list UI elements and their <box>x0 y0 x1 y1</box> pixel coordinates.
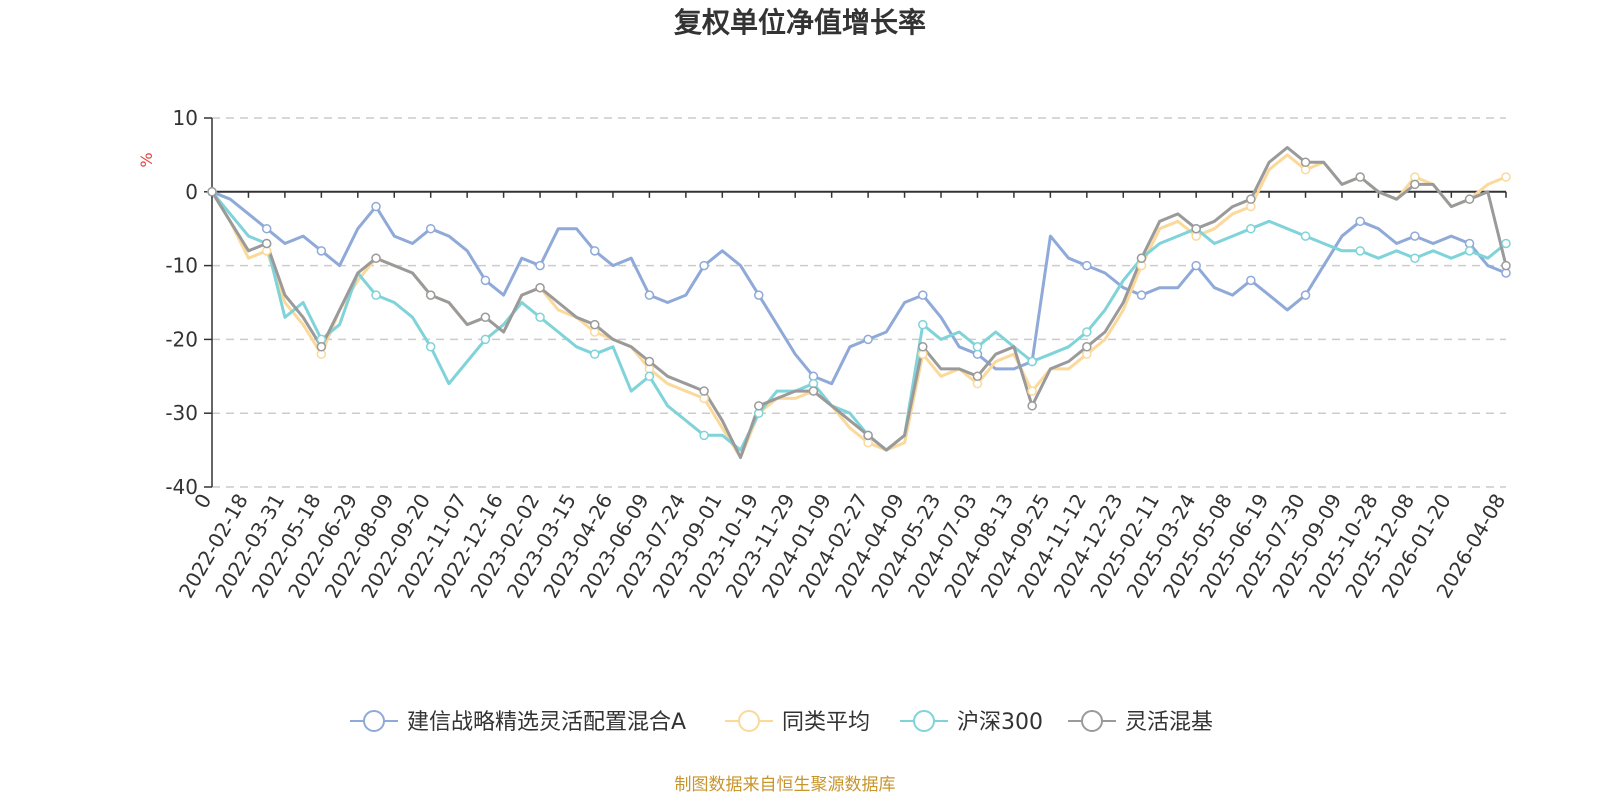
series-markers <box>207 157 1511 448</box>
data-point <box>371 253 381 263</box>
data-point <box>425 223 436 234</box>
y-tick-label: -40 <box>165 475 198 499</box>
data-point <box>589 349 600 359</box>
data-point <box>1355 246 1365 256</box>
legend-label: 同类平均 <box>782 710 870 735</box>
data-point <box>918 319 928 330</box>
y-axis-unit-label: % <box>137 152 156 167</box>
data-point <box>261 238 272 249</box>
data-point <box>1027 356 1037 367</box>
data-point <box>972 371 983 382</box>
data-point <box>1464 246 1475 256</box>
data-point <box>1464 194 1475 204</box>
data-point <box>863 430 873 441</box>
data-point <box>1410 253 1420 263</box>
data-point <box>1501 172 1511 182</box>
data-point <box>1136 290 1147 300</box>
data-point <box>1191 223 1201 234</box>
legend-marker <box>913 710 935 732</box>
data-point <box>207 187 217 197</box>
y-tick-label: -20 <box>165 327 198 351</box>
data-point <box>1355 216 1365 227</box>
data-point <box>808 386 819 396</box>
data-point <box>699 260 709 271</box>
data-point <box>1300 231 1311 241</box>
data-point <box>972 342 983 352</box>
data-point <box>754 401 764 411</box>
data-point <box>1082 342 1092 352</box>
data-point <box>754 290 764 300</box>
data-point <box>589 319 600 330</box>
data-point <box>1027 386 1037 396</box>
data-point <box>371 201 381 212</box>
data-point <box>918 342 928 352</box>
y-tick-label: 10 <box>173 106 198 130</box>
legend-label: 建信战略精选灵活配置混合A <box>407 710 686 735</box>
data-point <box>1246 275 1256 286</box>
data-point <box>1501 238 1511 249</box>
data-point <box>1501 260 1511 271</box>
grid-lines <box>212 117 1506 488</box>
data-source-note: 制图数据来自恒生聚源数据库 <box>675 775 896 795</box>
y-tick-label: 0 <box>185 180 198 204</box>
legend-marker <box>363 710 385 732</box>
data-point <box>480 275 491 286</box>
data-point <box>699 386 709 396</box>
axes: 100-10-20-30-4002022-02-182022-03-312022… <box>165 106 1510 602</box>
legend-label: 灵活混基 <box>1125 710 1213 735</box>
data-point <box>1082 260 1092 271</box>
series-line-1 <box>210 153 1507 459</box>
data-point <box>425 342 436 352</box>
legend: 建信战略精选灵活配置混合A 同类平均 沪深300 灵活混基 <box>350 710 1213 735</box>
series-lines <box>210 146 1508 459</box>
data-point <box>1300 290 1311 300</box>
chart-title: 复权单位净值增长率 <box>674 6 926 39</box>
data-point <box>644 356 655 367</box>
data-point <box>863 334 873 345</box>
data-point <box>316 342 327 352</box>
data-point <box>1410 179 1420 190</box>
data-point <box>1027 401 1037 411</box>
data-point <box>261 223 272 234</box>
data-point <box>535 282 545 293</box>
data-point <box>644 290 655 300</box>
data-point <box>1246 194 1256 204</box>
data-point <box>535 312 545 323</box>
data-point <box>699 430 709 441</box>
data-point <box>589 246 600 256</box>
y-tick-label: -30 <box>165 401 198 425</box>
data-point <box>1191 260 1201 271</box>
data-point <box>1355 172 1365 182</box>
data-point <box>535 260 545 271</box>
data-point <box>1136 253 1147 263</box>
data-point <box>1410 231 1420 241</box>
legend-marker <box>738 710 760 732</box>
data-point <box>316 246 327 256</box>
data-point <box>371 290 381 300</box>
series-line-0 <box>211 190 1507 386</box>
data-point <box>644 371 655 382</box>
data-point <box>1246 223 1256 234</box>
data-point <box>480 334 491 345</box>
data-point <box>480 312 491 323</box>
series-line-2 <box>210 190 1507 452</box>
legend-label: 沪深300 <box>957 710 1043 735</box>
y-tick-label: -10 <box>165 254 198 278</box>
x-tick-label: 0 <box>189 490 216 513</box>
legend-marker <box>1081 710 1103 732</box>
data-point <box>918 290 928 300</box>
data-point <box>1082 327 1092 337</box>
series-line-3 <box>210 146 1508 459</box>
data-point <box>425 290 436 300</box>
data-point <box>1300 157 1311 168</box>
